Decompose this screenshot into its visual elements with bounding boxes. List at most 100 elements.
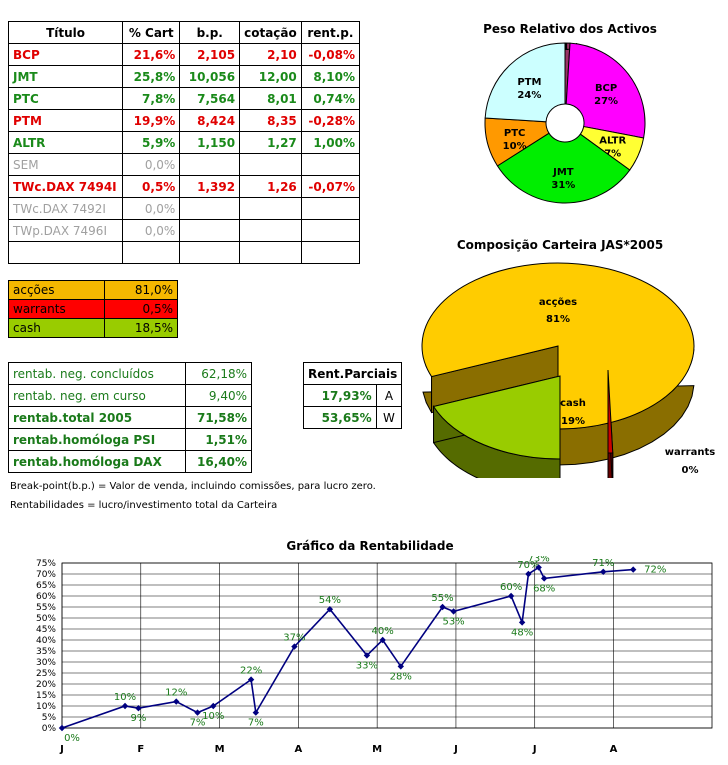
x-tick-label: J — [59, 744, 64, 755]
table-cell: 25,8% — [122, 65, 181, 88]
table-cell: -0,07% — [300, 175, 361, 198]
table-cell: 8,35 — [239, 109, 302, 132]
column-header: rent.p. — [300, 21, 361, 44]
pie1-category-label: PTM — [517, 77, 541, 88]
y-tick-label: 35% — [36, 647, 56, 657]
pie1-title: Peso Relativo dos Activos — [483, 22, 657, 36]
pie2-slice — [607, 369, 614, 454]
data-label: 10% — [202, 711, 224, 722]
data-label: 73% — [528, 556, 550, 564]
data-label: 22% — [240, 666, 262, 677]
data-label: 7% — [248, 718, 264, 729]
x-tick-label: F — [137, 744, 144, 755]
y-tick-label: 75% — [36, 559, 56, 569]
table-cell: 1,150 — [179, 131, 241, 154]
table-cell — [300, 219, 361, 242]
y-tick-label: 55% — [36, 603, 56, 613]
pie1-slice — [484, 42, 566, 123]
data-point — [252, 709, 260, 716]
asset-name — [7, 241, 124, 264]
y-tick-label: 40% — [36, 636, 56, 646]
line-title: Gráfico da Rentabilidade — [286, 539, 454, 553]
pie2-category-label: warrants — [665, 447, 715, 458]
table-cell: 5,9% — [122, 131, 181, 154]
table-row: PTC 7,8% 7,564 8,01 0,74% — [7, 87, 361, 110]
allocation-row: acções 81,0% — [8, 280, 179, 300]
data-point — [379, 636, 386, 644]
table-cell: 19,9% — [122, 109, 181, 132]
y-tick-label: 30% — [36, 658, 56, 668]
rentab-label: rentab. neg. em curso — [8, 384, 186, 407]
data-label: 68% — [533, 583, 555, 594]
table-cell — [300, 153, 361, 176]
table-cell: -0,28% — [300, 109, 361, 132]
column-header: b.p. — [179, 21, 241, 44]
pie1-value-label: 7% — [604, 149, 621, 160]
asset-name: TWp.DAX 7496I — [7, 219, 124, 242]
table-cell: 2,10 — [239, 43, 302, 66]
series-line — [61, 566, 634, 729]
asset-name: BCP — [7, 43, 124, 66]
pie2-value-label: 19% — [561, 416, 585, 427]
data-label: 0% — [64, 733, 80, 744]
pie1-category-label: ALTR — [599, 136, 626, 147]
rentab-row: rentab.homóloga PSI 1,51% — [8, 428, 253, 451]
data-point — [58, 724, 66, 732]
data-label: 55% — [431, 593, 453, 604]
table-row: TWp.DAX 7496I 0,0% — [7, 219, 361, 242]
pie2-value-label: 81% — [546, 314, 570, 325]
data-label: 70% — [517, 560, 539, 571]
table-cell: 12,00 — [239, 65, 302, 88]
table-cell: 0,0% — [122, 153, 181, 176]
y-tick-label: 45% — [36, 625, 56, 635]
data-label: 48% — [511, 627, 533, 638]
pie2-slice — [432, 375, 561, 460]
table-cell: 21,6% — [122, 43, 181, 66]
y-tick-label: 50% — [36, 614, 56, 624]
table-cell: 1,00% — [300, 131, 361, 154]
data-label: 53% — [442, 616, 464, 627]
table-cell: 1,392 — [179, 175, 241, 198]
table-cell — [179, 219, 241, 242]
allocation-row: cash 18,5% — [8, 318, 179, 338]
pie1-slice — [496, 132, 631, 204]
y-tick-label: 60% — [36, 592, 56, 602]
pie2-title: Composição Carteira JAS*2005 — [456, 238, 664, 252]
data-point — [173, 698, 180, 705]
asset-name: JMT — [7, 65, 124, 88]
note-rentabilidades: Rentabilidades = lucro/investimento tota… — [10, 500, 278, 511]
pie2-chart: acções 81% cash 19% warrants 0% — [421, 262, 715, 478]
line-chart: 0%5%10%15%20%25%30%35%40%45%50%55%60%65%… — [36, 556, 713, 755]
rentab-label: rentab.total 2005 — [8, 406, 186, 429]
pie1-slice — [565, 42, 646, 139]
pie1-category-label: DAX — [559, 38, 583, 40]
table-cell: 1,26 — [239, 175, 302, 198]
data-label: 71% — [592, 558, 614, 569]
table-cell — [179, 197, 241, 220]
rent-parciais-key: W — [375, 406, 403, 429]
x-tick-label: J — [532, 744, 537, 755]
table-row: BCP 21,6% 2,105 2,10 -0,08% — [7, 43, 361, 66]
portfolio-table: Título% Cart b.p. cotação rent.p. BCP 21,6% 2… — [7, 21, 361, 264]
y-tick-label: 70% — [36, 570, 56, 580]
table-cell: 2,105 — [179, 43, 241, 66]
plot-frame — [61, 562, 713, 729]
allocation-value: 81,0% — [103, 280, 179, 300]
y-tick-label: 25% — [36, 669, 56, 679]
table-cell — [239, 153, 302, 176]
data-point — [630, 566, 637, 573]
asset-name: PTC — [7, 87, 124, 110]
column-header: Título — [7, 21, 124, 44]
rentab-value: 16,40% — [184, 450, 253, 473]
data-label: 12% — [165, 688, 187, 699]
pie1-value-label: 24% — [517, 90, 541, 101]
asset-name: TWc.DAX 7494I — [7, 175, 124, 198]
rentab-table: rentab. neg. concluídos 62,18% rentab. neg… — [8, 362, 253, 473]
rentab-row: rentab. neg. em curso 9,40% — [8, 384, 253, 407]
column-header: % Cart — [122, 21, 181, 44]
allocation-value: 0,5% — [103, 299, 179, 319]
rent-parciais-value: 53,65% — [303, 406, 377, 429]
table-cell: 8,01 — [239, 87, 302, 110]
asset-name: SEM — [7, 153, 124, 176]
